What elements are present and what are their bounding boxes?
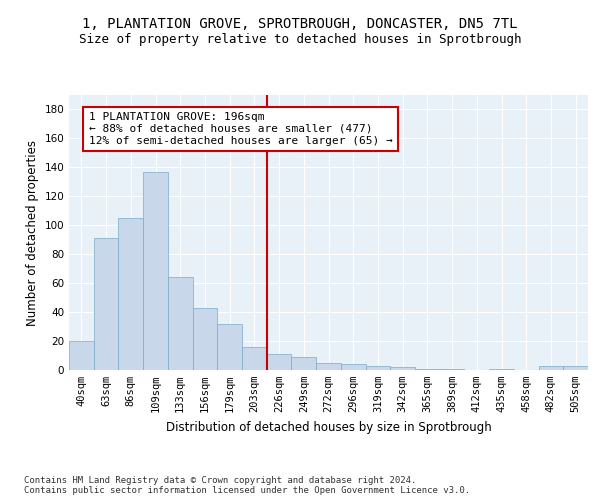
- Bar: [292, 357, 316, 370]
- Bar: [143, 172, 168, 370]
- Bar: [217, 324, 242, 370]
- Text: Size of property relative to detached houses in Sprotbrough: Size of property relative to detached ho…: [79, 32, 521, 46]
- Text: 1, PLANTATION GROVE, SPROTBROUGH, DONCASTER, DN5 7TL: 1, PLANTATION GROVE, SPROTBROUGH, DONCAS…: [82, 18, 518, 32]
- Text: Contains HM Land Registry data © Crown copyright and database right 2024.
Contai: Contains HM Land Registry data © Crown c…: [24, 476, 470, 495]
- Bar: [415, 368, 440, 370]
- Bar: [539, 366, 563, 370]
- Bar: [94, 238, 118, 370]
- Bar: [316, 363, 341, 370]
- Bar: [489, 368, 514, 370]
- Bar: [563, 366, 588, 370]
- Bar: [390, 367, 415, 370]
- Y-axis label: Number of detached properties: Number of detached properties: [26, 140, 39, 326]
- Bar: [118, 218, 143, 370]
- Bar: [193, 308, 217, 370]
- Bar: [440, 368, 464, 370]
- Bar: [69, 341, 94, 370]
- Bar: [365, 366, 390, 370]
- X-axis label: Distribution of detached houses by size in Sprotbrough: Distribution of detached houses by size …: [166, 420, 491, 434]
- Bar: [341, 364, 365, 370]
- Bar: [168, 278, 193, 370]
- Bar: [267, 354, 292, 370]
- Text: 1 PLANTATION GROVE: 196sqm
← 88% of detached houses are smaller (477)
12% of sem: 1 PLANTATION GROVE: 196sqm ← 88% of deta…: [89, 112, 392, 146]
- Bar: [242, 347, 267, 370]
